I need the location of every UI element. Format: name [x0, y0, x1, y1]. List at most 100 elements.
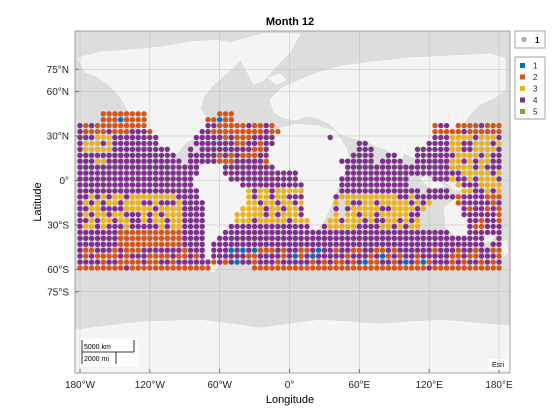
data-point	[251, 235, 258, 241]
data-point	[211, 128, 217, 135]
data-point	[420, 158, 426, 164]
data-point	[443, 176, 450, 182]
data-point	[112, 158, 118, 164]
data-point	[135, 111, 141, 117]
data-point	[455, 200, 461, 206]
data-point	[339, 253, 345, 259]
data-point	[368, 146, 374, 152]
legend-top[interactable]: 1	[514, 30, 546, 49]
data-point	[123, 122, 130, 129]
data-point	[391, 194, 397, 200]
data-point	[385, 253, 392, 259]
data-point	[141, 170, 147, 176]
data-point	[496, 229, 502, 236]
data-point	[164, 158, 170, 164]
data-point	[461, 211, 467, 218]
data-point	[246, 217, 252, 224]
data-point	[275, 194, 281, 200]
legend-label: 1	[533, 62, 538, 71]
data-point	[374, 265, 380, 271]
legend[interactable]: 1 2 3 4 5	[514, 56, 546, 120]
data-point	[83, 182, 89, 188]
data-point	[391, 265, 397, 271]
data-point	[135, 200, 141, 206]
data-point	[420, 241, 426, 247]
data-point	[193, 259, 200, 265]
data-point	[193, 170, 200, 176]
data-point	[251, 217, 258, 224]
data-point	[217, 146, 223, 152]
legend-top-label: 1	[535, 36, 540, 45]
data-point	[112, 259, 118, 265]
data-point	[374, 223, 380, 230]
data-point	[246, 146, 252, 152]
data-point	[275, 265, 281, 271]
data-point	[123, 117, 130, 123]
data-point	[123, 211, 130, 218]
data-point	[356, 211, 362, 218]
data-point	[153, 170, 159, 176]
data-point	[345, 223, 351, 230]
data-point	[333, 253, 339, 259]
data-point	[379, 200, 386, 206]
data-point	[153, 164, 159, 170]
data-point	[327, 223, 333, 230]
data-point	[135, 211, 141, 218]
data-point	[467, 235, 473, 241]
x-tick-label: 0°	[285, 380, 295, 391]
data-point	[304, 259, 310, 265]
data-point	[182, 164, 188, 170]
data-point	[170, 152, 176, 158]
data-point	[263, 200, 269, 206]
data-point	[246, 241, 252, 247]
data-point	[275, 188, 281, 194]
data-point	[473, 200, 479, 206]
data-point	[94, 211, 101, 218]
data-point	[193, 211, 200, 218]
data-point	[83, 188, 89, 194]
data-point	[333, 265, 339, 271]
data-point	[269, 235, 275, 241]
data-point	[83, 259, 89, 265]
data-point	[484, 158, 491, 164]
data-point	[391, 235, 397, 241]
data-point	[321, 241, 328, 247]
data-point	[414, 152, 421, 158]
data-point	[106, 253, 112, 259]
map-axes[interactable]: 180°W 120°W 60°W 0° 60°E 120°E 180°E 75°N 60°N 3…	[47, 30, 513, 391]
data-point	[379, 211, 386, 218]
data-point	[356, 247, 362, 253]
data-point	[141, 253, 147, 259]
data-point	[193, 229, 200, 236]
data-point	[100, 140, 107, 147]
data-point	[118, 211, 124, 218]
data-point	[164, 170, 170, 176]
data-point	[251, 241, 258, 247]
data-point	[246, 158, 252, 164]
data-point	[123, 223, 130, 230]
data-point	[164, 182, 170, 188]
data-point	[467, 211, 473, 218]
data-point	[106, 117, 112, 123]
data-point	[106, 152, 112, 158]
data-point	[467, 223, 473, 230]
data-point	[478, 229, 485, 236]
data-point	[379, 176, 386, 182]
data-point	[263, 146, 269, 152]
data-point	[420, 206, 426, 212]
data-point	[106, 182, 112, 188]
data-point	[153, 229, 159, 236]
data-point	[158, 170, 165, 176]
data-point	[455, 164, 461, 170]
data-point	[164, 188, 170, 194]
data-point	[496, 170, 502, 176]
data-point	[368, 152, 374, 158]
data-point	[420, 235, 426, 241]
data-point	[88, 217, 95, 224]
data-point	[164, 146, 170, 152]
data-point	[281, 229, 287, 236]
data-point	[118, 140, 124, 147]
data-point	[228, 176, 234, 182]
data-point	[193, 134, 200, 141]
data-point	[449, 265, 456, 271]
